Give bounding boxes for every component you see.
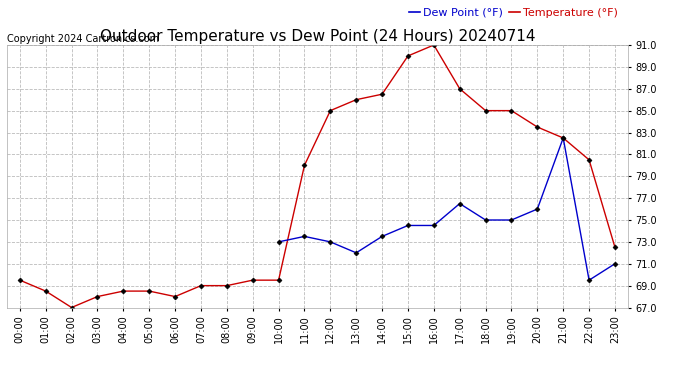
Temperature (°F) — [171, 294, 179, 299]
Dew Point (°F) — [482, 218, 490, 222]
Dew Point (°F) — [275, 240, 283, 244]
Temperature (°F) — [455, 87, 464, 91]
Line: Dew Point (°F): Dew Point (°F) — [277, 136, 617, 282]
Temperature (°F) — [585, 158, 593, 162]
Dew Point (°F) — [378, 234, 386, 238]
Dew Point (°F) — [585, 278, 593, 282]
Dew Point (°F) — [300, 234, 308, 238]
Temperature (°F) — [326, 108, 335, 113]
Temperature (°F) — [611, 245, 619, 250]
Temperature (°F) — [16, 278, 24, 282]
Temperature (°F) — [300, 163, 308, 168]
Dew Point (°F) — [455, 201, 464, 206]
Dew Point (°F) — [430, 223, 438, 228]
Temperature (°F) — [352, 98, 360, 102]
Temperature (°F) — [248, 278, 257, 282]
Dew Point (°F) — [326, 240, 335, 244]
Temperature (°F) — [533, 125, 542, 129]
Temperature (°F) — [41, 289, 50, 293]
Dew Point (°F) — [533, 207, 542, 212]
Temperature (°F) — [482, 108, 490, 113]
Temperature (°F) — [145, 289, 153, 293]
Temperature (°F) — [404, 54, 412, 58]
Text: Copyright 2024 Cartronics.com: Copyright 2024 Cartronics.com — [7, 34, 159, 44]
Temperature (°F) — [223, 284, 231, 288]
Dew Point (°F) — [352, 251, 360, 255]
Temperature (°F) — [275, 278, 283, 282]
Temperature (°F) — [559, 136, 567, 140]
Temperature (°F) — [119, 289, 128, 293]
Line: Temperature (°F): Temperature (°F) — [18, 43, 617, 309]
Temperature (°F) — [378, 92, 386, 96]
Dew Point (°F) — [404, 223, 412, 228]
Dew Point (°F) — [507, 218, 515, 222]
Title: Outdoor Temperature vs Dew Point (24 Hours) 20240714: Outdoor Temperature vs Dew Point (24 Hou… — [99, 29, 535, 44]
Temperature (°F) — [68, 305, 76, 310]
Temperature (°F) — [197, 284, 205, 288]
Dew Point (°F) — [559, 136, 567, 140]
Temperature (°F) — [430, 43, 438, 47]
Legend: Dew Point (°F), Temperature (°F): Dew Point (°F), Temperature (°F) — [404, 3, 622, 22]
Temperature (°F) — [93, 294, 101, 299]
Dew Point (°F) — [611, 261, 619, 266]
Temperature (°F) — [507, 108, 515, 113]
